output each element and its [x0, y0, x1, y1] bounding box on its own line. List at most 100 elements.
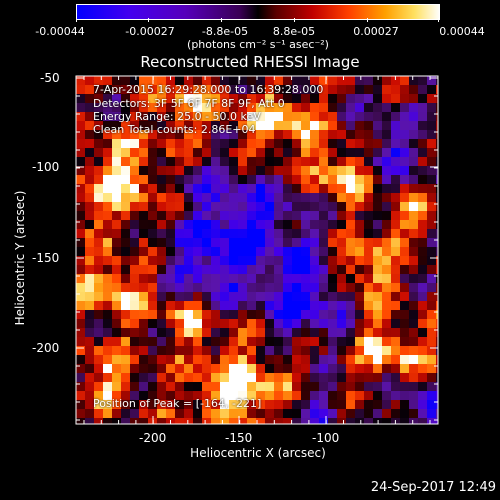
heatmap-cell: [85, 184, 94, 193]
heatmap-cell: [148, 382, 157, 391]
heatmap-cell: [76, 148, 85, 157]
heatmap-cell: [346, 274, 355, 283]
heatmap-cell: [175, 247, 184, 256]
heatmap-cell: [121, 148, 130, 157]
heatmap-cell: [373, 382, 382, 391]
heatmap-cell: [211, 409, 220, 418]
heatmap-cell: [202, 103, 211, 112]
heatmap-cell: [157, 121, 166, 130]
heatmap-cell: [382, 274, 391, 283]
heatmap-cell: [418, 337, 427, 346]
heatmap-cell: [283, 310, 292, 319]
heatmap-cell: [130, 130, 139, 139]
heatmap-cell: [130, 382, 139, 391]
heatmap-cell: [220, 256, 229, 265]
heatmap-cell: [256, 139, 265, 148]
heatmap-cell: [166, 364, 175, 373]
heatmap-cell: [211, 256, 220, 265]
heatmap-cell: [427, 328, 436, 337]
heatmap-cell: [256, 148, 265, 157]
heatmap-cell: [184, 391, 193, 400]
heatmap-cell: [409, 319, 418, 328]
heatmap-cell: [292, 130, 301, 139]
heatmap-cell: [175, 121, 184, 130]
heatmap-cell: [121, 175, 130, 184]
heatmap-cell: [121, 283, 130, 292]
heatmap-cell: [400, 355, 409, 364]
heatmap-cell: [121, 184, 130, 193]
heatmap-cell: [175, 238, 184, 247]
heatmap-cell: [76, 157, 85, 166]
heatmap-cell: [76, 283, 85, 292]
heatmap-cell: [229, 409, 238, 418]
heatmap-cell: [211, 103, 220, 112]
heatmap-cell: [274, 103, 283, 112]
heatmap-cell: [229, 346, 238, 355]
heatmap-cell: [220, 373, 229, 382]
heatmap-cell: [166, 121, 175, 130]
heatmap-cell: [211, 292, 220, 301]
heatmap-cell: [139, 391, 148, 400]
heatmap-cell: [283, 238, 292, 247]
heatmap-cell: [193, 175, 202, 184]
heatmap-cell: [184, 139, 193, 148]
heatmap-cell: [121, 166, 130, 175]
heatmap-cell: [103, 202, 112, 211]
heatmap-cell: [112, 112, 121, 121]
heatmap-cell: [265, 355, 274, 364]
heatmap-cell: [76, 247, 85, 256]
heatmap-cell: [427, 373, 436, 382]
heatmap-cell: [355, 265, 364, 274]
heatmap-cell: [139, 337, 148, 346]
heatmap-cell: [175, 391, 184, 400]
heatmap-cell: [337, 283, 346, 292]
heatmap-cell: [229, 301, 238, 310]
heatmap-cell: [184, 337, 193, 346]
heatmap-cell: [436, 94, 438, 103]
heatmap-cell: [355, 121, 364, 130]
heatmap-cell: [373, 238, 382, 247]
heatmap-cell: [274, 211, 283, 220]
heatmap-cell: [391, 247, 400, 256]
heatmap-cell: [301, 319, 310, 328]
heatmap-cell: [283, 130, 292, 139]
heatmap-cell: [301, 373, 310, 382]
heatmap-cell: [346, 184, 355, 193]
heatmap-cell: [409, 274, 418, 283]
heatmap-cell: [265, 283, 274, 292]
heatmap-cell: [238, 94, 247, 103]
heatmap-cell: [112, 274, 121, 283]
heatmap-cell: [220, 310, 229, 319]
heatmap-cell: [292, 175, 301, 184]
heatmap-cell: [364, 274, 373, 283]
colorbar-tick: [221, 18, 222, 22]
heatmap-cell: [310, 256, 319, 265]
heatmap-cell: [328, 220, 337, 229]
heatmap-cell: [112, 247, 121, 256]
heatmap-cell: [130, 157, 139, 166]
heatmap-cell: [103, 229, 112, 238]
y-tick-label: -100: [32, 160, 60, 174]
heatmap-cell: [283, 292, 292, 301]
heatmap-cell: [175, 229, 184, 238]
heatmap-cell: [229, 202, 238, 211]
heatmap-cell: [436, 346, 438, 355]
heatmap-cell: [229, 337, 238, 346]
heatmap-cell: [301, 220, 310, 229]
heatmap-cell: [238, 103, 247, 112]
heatmap-cell: [193, 238, 202, 247]
heatmap-cell: [166, 256, 175, 265]
heatmap-cell: [175, 220, 184, 229]
heatmap-cell: [76, 292, 85, 301]
heatmap-cell: [292, 157, 301, 166]
heatmap-cell: [274, 202, 283, 211]
heatmap-cell: [328, 85, 337, 94]
heatmap-cell: [310, 274, 319, 283]
heatmap-cell: [319, 193, 328, 202]
heatmap-cell: [292, 283, 301, 292]
heatmap-cell: [373, 283, 382, 292]
heatmap-cell: [400, 220, 409, 229]
heatmap-cell: [166, 148, 175, 157]
heatmap-cell: [121, 130, 130, 139]
heatmap-cell: [193, 400, 202, 409]
